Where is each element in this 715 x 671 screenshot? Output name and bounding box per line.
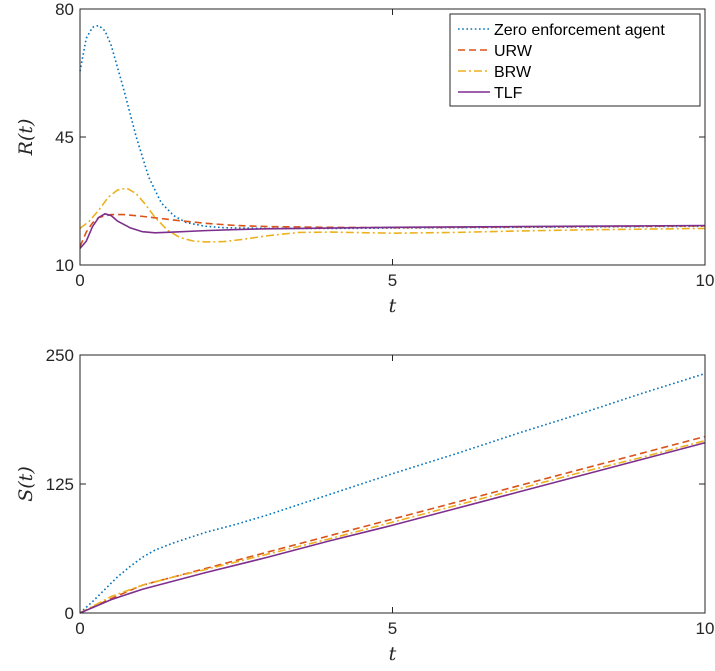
x-axis-label: t: [389, 643, 397, 665]
x-tick-label: 10: [696, 271, 715, 290]
x-tick-label: 5: [388, 271, 397, 290]
s-t-chart: 0 5 10 0 125 250 t S(t): [15, 346, 714, 665]
y-axis-label: S(t): [15, 466, 37, 501]
y-tick-label: 0: [65, 604, 74, 623]
y-axis-label: R(t): [15, 119, 37, 157]
y-tick-label: 80: [55, 0, 74, 19]
series-line-r-3: [79, 187, 706, 243]
r-t-chart: 0 5 10 10 45 80 t R(t) Zero enforcement agent URW…: [15, 0, 714, 317]
legend-label: Zero enforcement agent: [494, 22, 665, 39]
x-tick-label: 0: [75, 271, 84, 290]
series-line-s-4: [79, 441, 706, 614]
x-tick-label: 5: [388, 619, 397, 638]
y-tick-label: 10: [55, 256, 74, 275]
legend-label: BRW: [494, 64, 532, 81]
legend: Zero enforcement agent URW BRW TLF: [449, 13, 701, 107]
y-tick-label: 125: [46, 475, 74, 494]
series-line-s-3: [79, 439, 706, 614]
x-tick-label: 10: [696, 619, 715, 638]
series-line-r-2: [79, 213, 706, 248]
legend-box: [449, 13, 701, 107]
series-line-r-4: [79, 212, 706, 250]
y-tick-label: 250: [46, 346, 74, 365]
plot-frame: [79, 354, 706, 614]
y-tick-label: 45: [55, 128, 74, 147]
x-axis-label: t: [389, 295, 397, 317]
x-tick-label: 0: [75, 619, 84, 638]
legend-label: TLF: [494, 85, 523, 102]
series-line-r-1: [79, 24, 706, 230]
legend-label: URW: [494, 43, 533, 60]
